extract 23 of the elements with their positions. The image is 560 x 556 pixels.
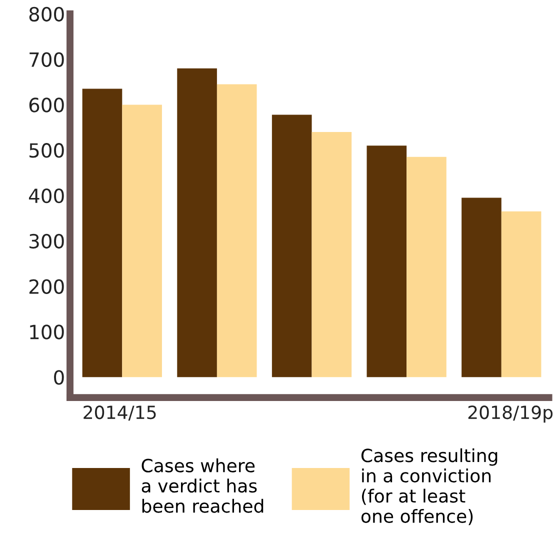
x-tick-label: 2018/19p (468, 406, 553, 423)
bar (216, 84, 257, 378)
legend-label: Cases where a verdict has been reached (142, 458, 264, 513)
y-tick-label: 300 (30, 234, 64, 249)
y-tick-label: 500 (30, 143, 64, 158)
y-tick-label: 100 (30, 324, 64, 340)
bar (312, 132, 352, 378)
bar (82, 88, 122, 378)
y-tick-label: 600 (29, 98, 64, 112)
bar (406, 156, 446, 378)
y-tick-label: 700 (30, 52, 64, 67)
x-tick-label: 2014/15 (84, 406, 156, 421)
y-tick-label: 0 (54, 370, 64, 385)
bar (177, 68, 217, 378)
bar (122, 104, 162, 378)
y-tick-label: 400 (28, 188, 64, 204)
bar (272, 114, 312, 378)
bar (366, 146, 407, 378)
bar (462, 198, 502, 378)
y-tick-label: 800 (29, 6, 64, 22)
legend-label: Cases resulting in a conviction (for at least one offence) (361, 448, 498, 526)
y-tick-label: 200 (29, 279, 64, 294)
bar (501, 211, 542, 378)
